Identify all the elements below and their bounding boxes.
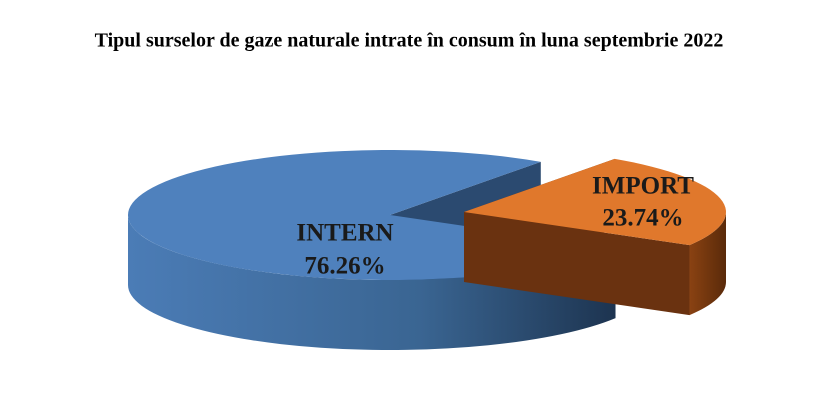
pie-slice xyxy=(464,158,727,246)
slice-face xyxy=(464,212,690,316)
slice-value-label: 76.26% xyxy=(304,253,385,280)
slice-category-label: INTERN xyxy=(296,220,393,247)
slice-side xyxy=(689,212,726,316)
slice-side xyxy=(128,215,616,350)
slice-category-label: IMPORT xyxy=(592,173,694,200)
slice-value-label: 23.74% xyxy=(602,205,683,232)
chart-title: Tipul surselor de gaze naturale intrate … xyxy=(95,30,724,52)
